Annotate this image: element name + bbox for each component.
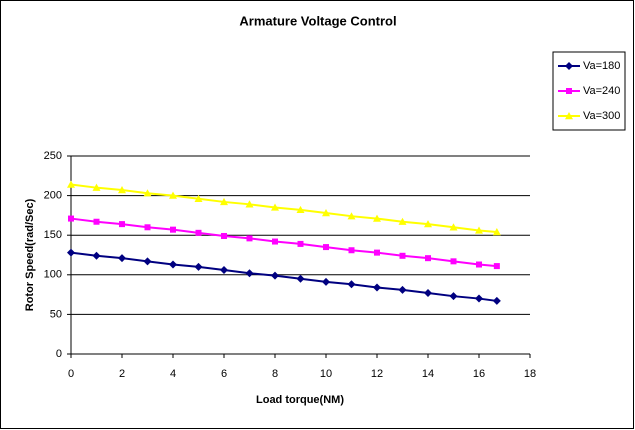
marker — [322, 209, 330, 217]
x-tick-label: 6 — [221, 368, 227, 380]
marker — [475, 294, 483, 303]
marker — [449, 292, 458, 301]
marker — [449, 223, 458, 231]
chart-title: Armature Voltage Control — [239, 13, 396, 28]
marker — [245, 269, 254, 278]
marker — [450, 258, 457, 265]
marker — [144, 224, 151, 231]
marker — [424, 289, 432, 298]
marker — [373, 283, 381, 292]
y-tick-label: 100 — [44, 269, 62, 281]
marker — [373, 214, 381, 222]
y-axis-title: Rotor Speed(rad/Sec) — [24, 198, 36, 311]
marker — [194, 194, 203, 202]
marker — [322, 277, 330, 286]
marker — [424, 220, 432, 228]
marker — [297, 240, 304, 247]
marker — [374, 249, 380, 256]
marker — [143, 257, 152, 266]
marker — [399, 252, 406, 259]
marker — [118, 186, 126, 194]
marker — [271, 271, 279, 280]
marker — [398, 285, 407, 294]
marker — [398, 217, 407, 225]
legend-label: Va=300 — [583, 110, 620, 122]
marker — [348, 247, 355, 254]
marker — [92, 251, 101, 260]
marker — [425, 255, 431, 262]
x-tick-label: 8 — [272, 368, 278, 380]
y-tick-label: 0 — [56, 348, 62, 360]
x-axis-title: Load torque(NM) — [256, 394, 344, 406]
x-tick-label: 14 — [422, 368, 434, 380]
marker — [195, 229, 202, 236]
series-line — [70, 183, 497, 234]
marker — [220, 266, 228, 275]
y-tick-label: 150 — [44, 229, 62, 241]
marker — [170, 226, 176, 233]
marker — [296, 274, 305, 283]
x-tick-label: 0 — [68, 368, 74, 380]
marker — [493, 263, 500, 270]
x-tick-label: 4 — [170, 368, 176, 380]
marker — [169, 191, 177, 199]
marker — [475, 226, 483, 234]
marker — [68, 215, 74, 222]
marker — [220, 197, 228, 206]
marker — [221, 232, 227, 239]
marker — [492, 296, 501, 305]
y-tick-label: 250 — [44, 150, 62, 162]
series-line — [70, 217, 497, 268]
marker — [118, 254, 126, 263]
marker — [67, 248, 75, 257]
x-tick-label: 18 — [524, 368, 536, 380]
marker — [92, 183, 101, 191]
marker — [119, 221, 125, 228]
marker — [93, 218, 100, 225]
marker — [492, 228, 501, 236]
marker — [246, 235, 253, 242]
series-line — [70, 251, 497, 302]
legend-marker — [565, 62, 573, 70]
legend-label: Va=180 — [583, 60, 620, 72]
marker — [271, 203, 279, 211]
marker — [245, 200, 254, 208]
x-tick-label: 16 — [473, 368, 485, 380]
marker — [323, 244, 329, 251]
x-tick-label: 10 — [320, 368, 332, 380]
marker — [347, 280, 356, 289]
marker — [272, 238, 278, 245]
marker — [169, 260, 177, 269]
marker — [347, 212, 356, 220]
legend-marker — [566, 88, 572, 94]
marker — [143, 189, 152, 197]
marker — [296, 205, 305, 214]
y-tick-label: 200 — [44, 190, 62, 202]
marker — [476, 261, 482, 268]
marker — [67, 180, 75, 188]
x-tick-label: 12 — [371, 368, 383, 380]
y-tick-label: 50 — [50, 308, 62, 320]
legend-marker — [565, 112, 573, 120]
marker — [194, 262, 203, 271]
legend-label: Va=240 — [583, 85, 620, 97]
x-tick-label: 2 — [119, 368, 125, 380]
